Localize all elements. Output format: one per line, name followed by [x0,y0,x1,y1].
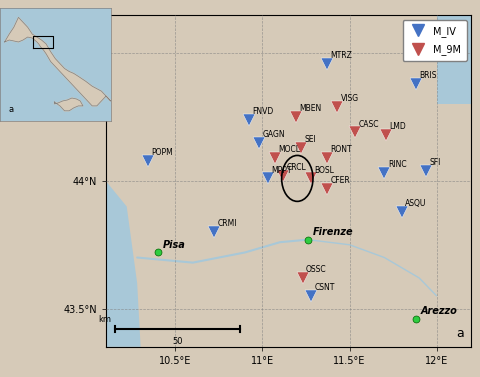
Text: SEI: SEI [304,135,315,144]
Text: Pisa: Pisa [163,240,186,250]
Text: Arezzo: Arezzo [420,306,457,316]
Text: OSSC: OSSC [305,265,326,274]
Text: a: a [9,104,14,113]
Legend: M_IV, M_9M: M_IV, M_9M [402,20,466,61]
Polygon shape [54,98,83,111]
Text: CFER: CFER [330,176,349,185]
Text: POPM: POPM [151,148,172,157]
Polygon shape [5,17,110,106]
Text: BOSL: BOSL [314,166,334,175]
Text: CRMI: CRMI [217,219,236,228]
Text: ASQU: ASQU [404,199,426,208]
Text: MBEN: MBEN [299,104,321,113]
Text: CRCL: CRCL [286,163,306,172]
Text: Firenze: Firenze [312,227,353,237]
Text: BRIS: BRIS [418,71,436,80]
Text: MPPT: MPPT [271,166,291,175]
Polygon shape [436,15,470,104]
Text: MOCL: MOCL [277,145,300,154]
Text: 50: 50 [171,337,182,346]
Text: GAGN: GAGN [262,130,285,139]
Text: km: km [98,315,111,324]
Text: CSNT: CSNT [314,283,335,292]
Text: VISG: VISG [340,94,358,103]
Text: a: a [456,327,463,340]
Text: CASC: CASC [358,120,378,129]
Text: RONT: RONT [330,145,351,154]
Polygon shape [106,181,140,347]
Text: SFI: SFI [429,158,440,167]
Text: FNVD: FNVD [252,107,273,116]
Text: RINC: RINC [387,161,406,170]
Text: MTRZ: MTRZ [330,51,351,60]
Text: LMD: LMD [389,122,406,131]
